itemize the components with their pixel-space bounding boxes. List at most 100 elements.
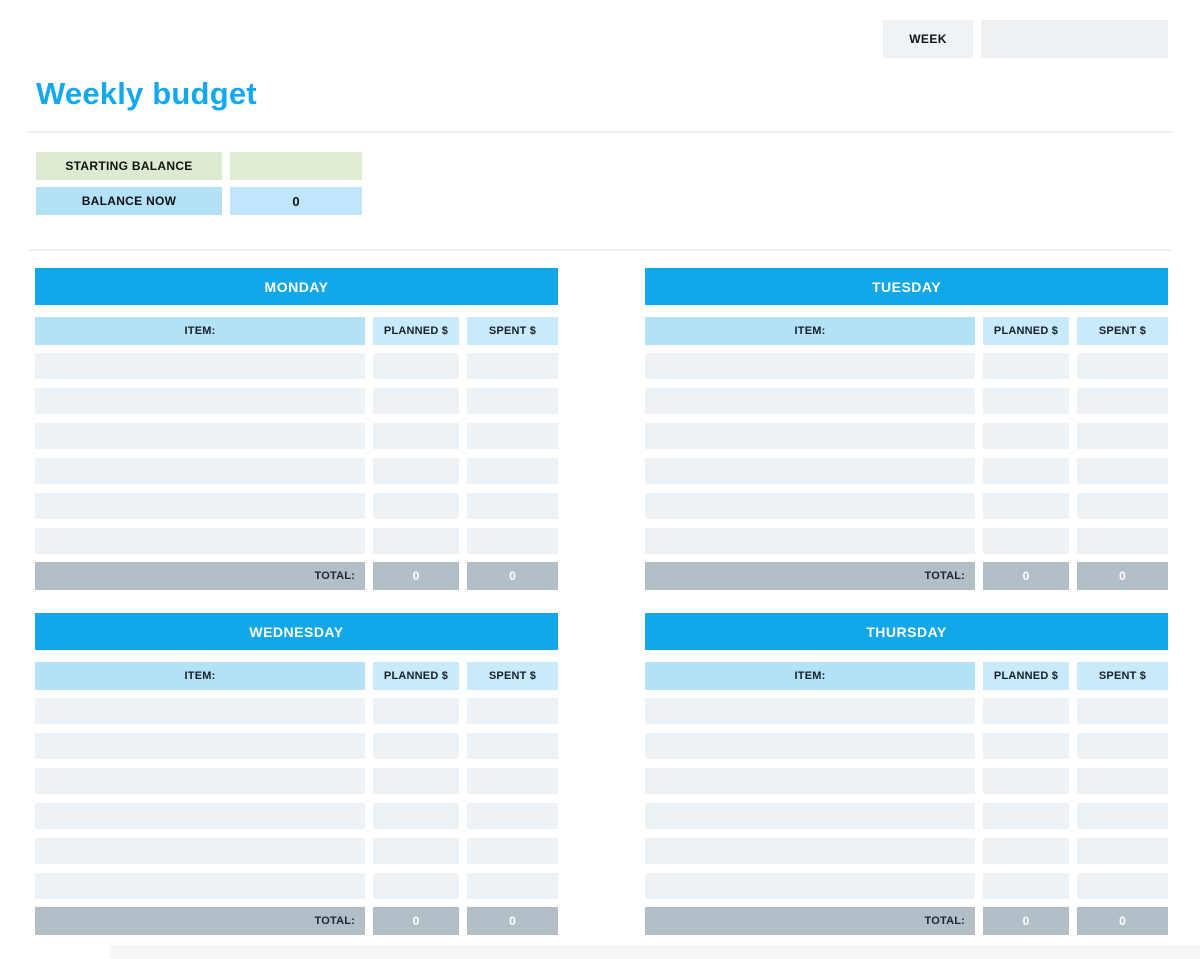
spent-cell[interactable] — [467, 838, 558, 864]
table-row — [645, 528, 1168, 554]
planned-cell[interactable] — [373, 803, 459, 829]
planned-cell[interactable] — [373, 528, 459, 554]
spent-cell[interactable] — [1077, 493, 1168, 519]
planned-cell[interactable] — [983, 733, 1069, 759]
spent-column-header: SPENT $ — [467, 317, 558, 345]
planned-cell[interactable] — [373, 768, 459, 794]
spent-cell[interactable] — [1077, 768, 1168, 794]
planned-cell[interactable] — [983, 423, 1069, 449]
item-cell[interactable] — [645, 873, 975, 899]
item-cell[interactable] — [645, 388, 975, 414]
item-cell[interactable] — [645, 698, 975, 724]
spent-cell[interactable] — [1077, 353, 1168, 379]
starting-balance-label: STARTING BALANCE — [36, 152, 222, 180]
total-planned-value: 0 — [373, 562, 459, 590]
planned-cell[interactable] — [983, 388, 1069, 414]
spent-cell[interactable] — [467, 873, 558, 899]
total-row: TOTAL: 0 0 — [645, 562, 1168, 590]
item-cell[interactable] — [35, 698, 365, 724]
spent-cell[interactable] — [1077, 838, 1168, 864]
item-cell[interactable] — [35, 733, 365, 759]
table-row — [35, 873, 558, 899]
table-row — [35, 493, 558, 519]
total-label: TOTAL: — [645, 562, 975, 590]
total-planned-value: 0 — [983, 907, 1069, 935]
item-cell[interactable] — [645, 733, 975, 759]
page-title: Weekly budget — [36, 76, 257, 111]
spent-cell[interactable] — [467, 353, 558, 379]
item-cell[interactable] — [645, 803, 975, 829]
planned-cell[interactable] — [373, 353, 459, 379]
item-cell[interactable] — [645, 838, 975, 864]
balance-now-value: 0 — [230, 187, 362, 215]
table-row — [645, 388, 1168, 414]
planned-cell[interactable] — [373, 698, 459, 724]
spent-cell[interactable] — [1077, 423, 1168, 449]
spent-cell[interactable] — [467, 698, 558, 724]
planned-cell[interactable] — [983, 528, 1069, 554]
table-row — [645, 458, 1168, 484]
spent-cell[interactable] — [467, 458, 558, 484]
planned-column-header: PLANNED $ — [373, 317, 459, 345]
item-cell[interactable] — [35, 803, 365, 829]
table-row — [645, 768, 1168, 794]
item-cell[interactable] — [35, 388, 365, 414]
spent-cell[interactable] — [467, 493, 558, 519]
spent-cell[interactable] — [1077, 803, 1168, 829]
planned-cell[interactable] — [373, 458, 459, 484]
planned-cell[interactable] — [983, 493, 1069, 519]
item-cell[interactable] — [35, 423, 365, 449]
bottom-edge — [110, 945, 1200, 959]
spent-cell[interactable] — [1077, 528, 1168, 554]
planned-cell[interactable] — [373, 423, 459, 449]
spent-cell[interactable] — [467, 528, 558, 554]
planned-cell[interactable] — [373, 733, 459, 759]
item-cell[interactable] — [35, 873, 365, 899]
total-label: TOTAL: — [35, 562, 365, 590]
item-cell[interactable] — [35, 838, 365, 864]
item-cell[interactable] — [645, 353, 975, 379]
week-input[interactable] — [981, 20, 1168, 58]
item-cell[interactable] — [645, 768, 975, 794]
spent-cell[interactable] — [467, 423, 558, 449]
item-cell[interactable] — [645, 458, 975, 484]
starting-balance-input[interactable] — [230, 152, 362, 180]
total-label: TOTAL: — [645, 907, 975, 935]
spent-cell[interactable] — [467, 803, 558, 829]
planned-cell[interactable] — [983, 458, 1069, 484]
spent-cell[interactable] — [1077, 873, 1168, 899]
planned-cell[interactable] — [983, 873, 1069, 899]
spent-column-header: SPENT $ — [1077, 662, 1168, 690]
item-cell[interactable] — [35, 493, 365, 519]
item-cell[interactable] — [35, 768, 365, 794]
planned-column-header: PLANNED $ — [373, 662, 459, 690]
planned-cell[interactable] — [983, 353, 1069, 379]
item-cell[interactable] — [35, 528, 365, 554]
table-row — [35, 733, 558, 759]
balance-now-label: BALANCE NOW — [36, 187, 222, 215]
spent-cell[interactable] — [467, 733, 558, 759]
spent-cell[interactable] — [467, 768, 558, 794]
planned-cell[interactable] — [373, 388, 459, 414]
item-cell[interactable] — [35, 353, 365, 379]
planned-cell[interactable] — [983, 803, 1069, 829]
column-header-row: ITEM: PLANNED $ SPENT $ — [645, 662, 1168, 690]
planned-cell[interactable] — [983, 838, 1069, 864]
item-cell[interactable] — [645, 493, 975, 519]
item-column-header: ITEM: — [35, 317, 365, 345]
planned-cell[interactable] — [373, 493, 459, 519]
planned-cell[interactable] — [983, 698, 1069, 724]
item-cell[interactable] — [645, 528, 975, 554]
spent-cell[interactable] — [467, 388, 558, 414]
spent-cell[interactable] — [1077, 698, 1168, 724]
divider-above-tables — [27, 249, 1173, 251]
item-cell[interactable] — [645, 423, 975, 449]
spent-cell[interactable] — [1077, 388, 1168, 414]
planned-cell[interactable] — [373, 873, 459, 899]
item-cell[interactable] — [35, 458, 365, 484]
day-header: THURSDAY — [645, 613, 1168, 650]
spent-cell[interactable] — [1077, 733, 1168, 759]
spent-cell[interactable] — [1077, 458, 1168, 484]
planned-cell[interactable] — [373, 838, 459, 864]
planned-cell[interactable] — [983, 768, 1069, 794]
